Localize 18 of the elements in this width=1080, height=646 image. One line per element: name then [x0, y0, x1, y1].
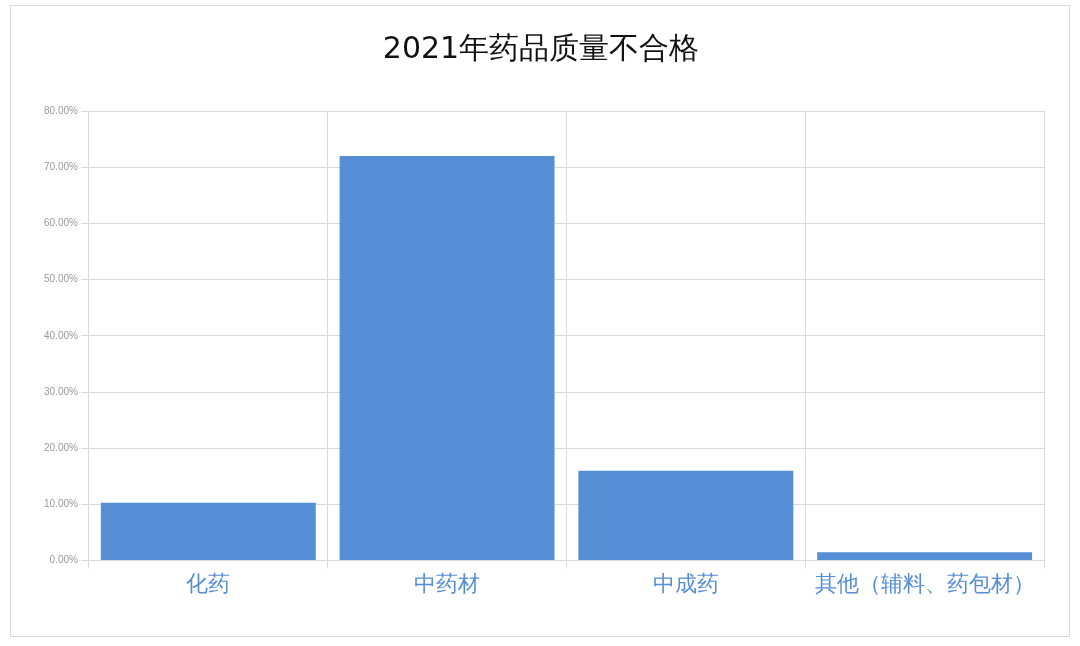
bar: [100, 502, 316, 561]
bar: [339, 155, 555, 561]
bar: [578, 470, 794, 561]
y-tick-label: 40.00%: [43, 329, 79, 341]
x-tick-label: 中成药: [652, 570, 719, 596]
y-tick-label: 70.00%: [43, 160, 79, 172]
y-tick-label: 30.00%: [43, 385, 79, 397]
chart-title: 2021年药品质量不合格: [381, 29, 701, 67]
y-tick-label: 80.00%: [43, 104, 79, 116]
x-tick-label: 其他（辅料、药包材）: [814, 570, 1035, 596]
y-tick-label: 10.00%: [43, 498, 79, 510]
x-tick-label: 中药材: [414, 570, 481, 596]
y-tick-label: 50.00%: [43, 273, 79, 285]
y-tick-label: 20.00%: [43, 441, 79, 453]
y-tick-label: 0.00%: [49, 554, 79, 566]
bar: [817, 552, 1033, 561]
x-tick-label: 化药: [186, 570, 231, 596]
y-tick-label: 60.00%: [43, 217, 79, 229]
